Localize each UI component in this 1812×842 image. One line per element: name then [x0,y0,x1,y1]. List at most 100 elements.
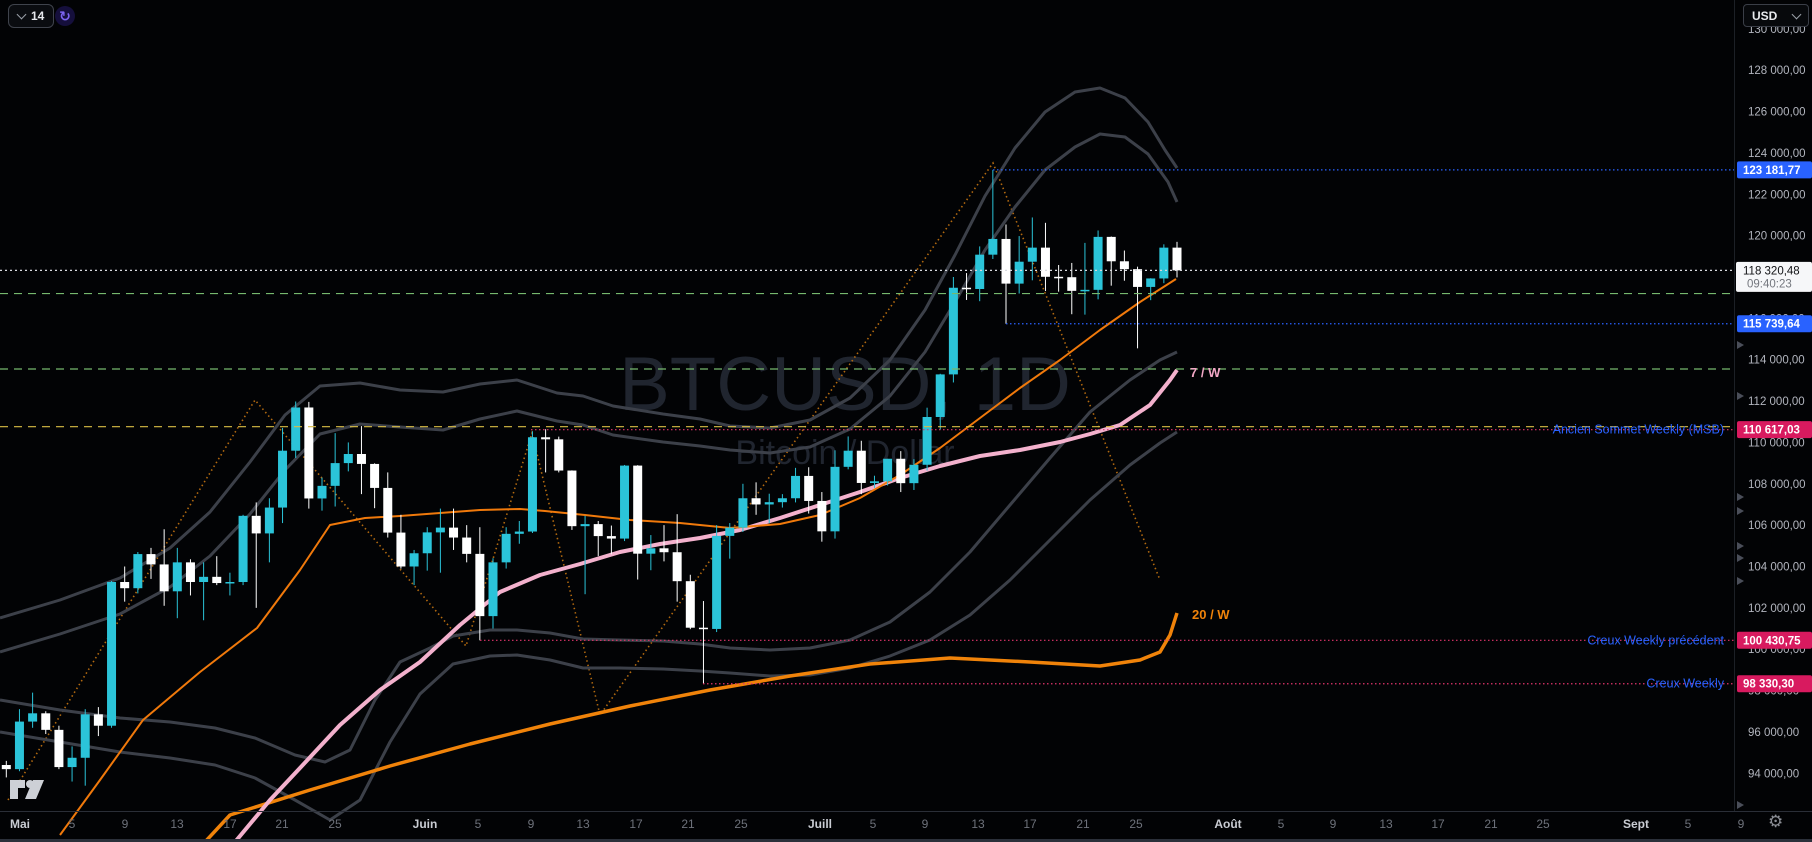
candle-body [251,515,261,534]
price-badge [1737,161,1812,179]
band-upper-1 [0,86,1179,620]
time-axis-month-tick: Juill [808,817,832,831]
candle-body [672,552,682,582]
candle-body [304,407,314,499]
time-axis-day-tick: 21 [275,817,289,831]
time-axis-day-tick: 9 [1330,817,1337,831]
ma-7-week-line [233,368,1179,842]
candle-body [449,527,459,538]
candle-body [856,450,866,483]
current-price-badge [1736,261,1812,292]
time-axis-day-tick: 25 [734,817,748,831]
currency-selector[interactable]: USD [1743,4,1809,27]
candle-body [975,254,985,289]
candle-body [1093,236,1103,290]
time-axis-settings-gear-icon[interactable]: ⚙ [1768,812,1784,831]
candle-body [1119,261,1129,270]
ma-20-week-line [203,612,1179,842]
window-bottom-edge [0,839,1812,842]
candle-body [922,416,932,465]
price-axis-tick: 110 000,00 [1748,437,1805,449]
candle-body [988,238,998,255]
indicator-period-button[interactable]: 14 [8,4,55,28]
price-badge [1737,675,1812,693]
time-axis-day-tick: 5 [870,817,877,831]
candle-body [291,407,301,451]
candle-body [422,532,432,554]
axis-marker-triangle-icon [1737,493,1744,501]
candle-body [370,463,380,488]
time-axis-month-tick: Juin [413,817,438,831]
candle-body [633,465,643,554]
price-axis-tick: 124 000,00 [1748,148,1806,160]
candle-body [14,721,24,770]
candle-body [883,458,893,482]
time-axis-day-tick: 17 [629,817,643,831]
candle-body [1172,247,1182,271]
candle-body [93,714,103,726]
candle-body [212,576,222,584]
candle-body [896,458,906,484]
candle-body [764,502,774,505]
price-axis-tick: 108 000,00 [1748,479,1806,491]
candle-body [869,481,879,483]
price-level-label: Ancien Sommet Weekly (MSB) [1553,423,1724,437]
candle-body [1040,247,1050,277]
candles-series [1,169,1182,786]
candle-body [159,564,169,592]
current-price-countdown: 09:40:23 [1747,278,1792,290]
time-axis-month-tick: Août [1214,817,1241,831]
candle-body [80,714,90,758]
time-axis[interactable]: Mai 5 9 13 17 21 25 Juin 5 9 13 17 21 25 Juill 5 9 13 17 21… [10,817,1745,831]
refresh-icon[interactable]: ↻ [55,6,75,26]
price-axis-tick: 114 000,00 [1748,355,1805,367]
tradingview-logo-shape [10,780,25,799]
candle-body [1080,289,1090,292]
time-axis-day-tick: 17 [1431,817,1445,831]
candle-body [185,562,195,583]
time-axis-day-tick: 9 [528,817,535,831]
candle-body [935,374,945,417]
price-badge-value: 100 430,75 [1743,635,1801,647]
axis-marker-triangle-icon [1737,554,1744,562]
time-axis-day-tick: 13 [1379,817,1393,831]
candle-body [383,487,393,533]
axis-marker-triangle-icon [1737,507,1744,515]
candle-body [488,562,498,617]
time-axis-day-tick: 25 [1536,817,1550,831]
watermark-symbol: BTCUSD, 1D [619,342,1071,427]
time-axis-day-tick: 17 [1023,817,1037,831]
zigzag-trendline [7,161,1161,801]
candle-body [238,515,248,583]
candle-body [606,536,616,539]
time-axis-day-tick: 9 [922,817,929,831]
candle-body [646,548,656,554]
price-badge-value: 115 739,64 [1743,319,1801,331]
time-axis-month-tick: Sept [1623,817,1649,831]
candle-body [172,562,182,592]
candle-body [909,464,919,484]
candle-body [1,765,11,770]
currency-selector-value: USD [1752,8,1778,23]
tradingview-logo[interactable] [10,780,44,799]
candle-body [264,507,274,534]
candle-body [1106,236,1116,262]
price-axis-tick: 102 000,00 [1748,603,1806,615]
current-price-value: 118 320,48 [1743,265,1800,277]
candle-body [120,582,130,589]
candle-body [475,553,485,617]
price-axis-tick: 120 000,00 [1748,231,1806,243]
candle-body [738,498,748,528]
axis-marker-triangle-icon [1737,392,1744,400]
time-axis-day-tick: 5 [1278,817,1285,831]
time-axis-day-tick: 21 [681,817,695,831]
candle-body [514,531,524,534]
candle-body [278,450,288,508]
ma-daily-line [59,278,1177,836]
candle-body [685,581,695,628]
candle-body [843,450,853,467]
candle-body [948,287,958,375]
